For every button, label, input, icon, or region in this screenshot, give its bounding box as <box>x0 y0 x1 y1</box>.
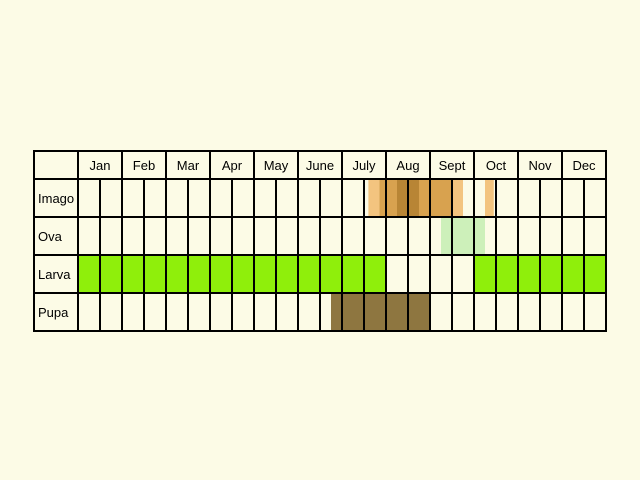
stage-label: Pupa <box>38 305 69 320</box>
stage-period-imago <box>452 179 463 217</box>
month-header: Mar <box>177 158 200 173</box>
month-header: Nov <box>528 158 552 173</box>
stage-period-ova <box>441 217 485 255</box>
stage-label: Imago <box>38 191 74 206</box>
table-border <box>33 150 607 332</box>
stage-period-imago <box>419 179 452 217</box>
month-header: Apr <box>222 158 243 173</box>
month-header: July <box>352 158 376 173</box>
stage-label: Ova <box>38 229 63 244</box>
month-header: Sept <box>439 158 466 173</box>
month-header: Jan <box>90 158 111 173</box>
stage-label: Larva <box>38 267 71 282</box>
stage-period-imago <box>368 179 380 217</box>
month-header: June <box>306 158 334 173</box>
stage-period-imago <box>485 179 494 217</box>
labels: Jan Feb Mar Apr May June July Aug Sept Oct Nov Dec I… <box>38 158 596 320</box>
month-header: Oct <box>486 158 507 173</box>
month-header: Feb <box>133 158 155 173</box>
grid-lines <box>33 150 607 332</box>
month-header: May <box>264 158 289 173</box>
stage-period-pupa <box>331 293 430 331</box>
stage-period-imago <box>379 179 397 217</box>
month-header: Aug <box>396 158 419 173</box>
month-header: Dec <box>572 158 596 173</box>
